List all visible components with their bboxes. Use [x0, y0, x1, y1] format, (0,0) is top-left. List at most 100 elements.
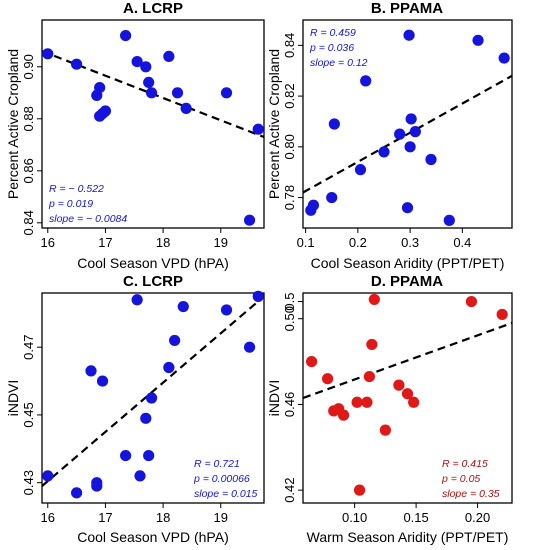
- data-point: [360, 75, 372, 87]
- x-axis-label: Warm Season Aridity (PPT/PET): [307, 529, 509, 545]
- stats-line: slope = 0.015: [194, 488, 258, 500]
- data-point: [306, 355, 318, 368]
- data-point: [393, 379, 405, 391]
- data-point: [351, 396, 363, 408]
- x-axis-label: Cool Season Aridity (PPT/PET): [311, 255, 505, 271]
- data-point: [70, 487, 83, 499]
- y-axis-label: Percent Active Cropland: [266, 49, 282, 199]
- data-point: [134, 470, 146, 482]
- data-point: [169, 334, 181, 347]
- stats-line: p = 0.05: [441, 473, 480, 485]
- plot-frame: [41, 19, 265, 229]
- data-point: [403, 29, 415, 41]
- data-point: [120, 29, 132, 42]
- stats-line: p = 0.036: [309, 42, 354, 54]
- x-tick-label: 17: [98, 510, 112, 525]
- data-point: [143, 76, 155, 88]
- data-point: [140, 61, 152, 73]
- x-tick-label: 19: [214, 510, 228, 525]
- data-point: [496, 308, 508, 321]
- y-axis-label: Percent Active Cropland: [5, 49, 21, 199]
- data-point: [337, 409, 350, 421]
- data-point: [379, 424, 391, 436]
- data-point: [96, 375, 109, 387]
- x-tick-label: 17: [98, 235, 112, 250]
- data-point: [408, 396, 420, 408]
- data-point: [328, 118, 340, 130]
- x-tick-label: 0.20: [465, 510, 490, 525]
- data-point: [42, 470, 54, 482]
- x-axis-label: Cool Season VPD (hPA): [77, 529, 228, 545]
- y-tick-label: 0.50: [282, 306, 297, 331]
- data-point: [145, 87, 158, 99]
- data-point: [70, 58, 83, 70]
- y-tick-label: 0.47: [21, 335, 36, 360]
- panel-c: C. LCRP Cool Season VPD (hPA) iNDVI 16 17 18 1…: [5, 273, 265, 545]
- data-point: [326, 191, 338, 204]
- data-point: [404, 141, 416, 153]
- y-tick-label: 0.84: [21, 210, 36, 235]
- x-tick-label: 0.10: [342, 510, 367, 525]
- data-point: [498, 52, 510, 64]
- data-point: [409, 126, 421, 138]
- y-tick-label: 0.45: [21, 402, 36, 427]
- x-axis-label: Cool Season VPD (hPA): [77, 255, 228, 271]
- stats-line: slope = 0.12: [310, 57, 368, 69]
- data-point: [177, 300, 189, 313]
- y-tick-label: 0.43: [21, 470, 36, 495]
- y-tick-label: 0.88: [21, 106, 36, 131]
- data-point: [131, 294, 143, 306]
- data-point: [145, 392, 158, 404]
- y-tick-label: 0.84: [282, 33, 297, 58]
- data-point: [243, 341, 256, 353]
- trend-line: [41, 295, 265, 487]
- panel-title: C. LCRP: [123, 273, 183, 290]
- trend-line: [302, 74, 513, 194]
- y-tick-label: 0.5: [282, 293, 297, 311]
- stats-line: R = 0.721: [194, 458, 240, 470]
- data-point: [252, 290, 264, 302]
- x-tick-label: 0.2: [349, 235, 367, 250]
- data-point: [94, 82, 106, 94]
- data-point: [361, 396, 373, 408]
- data-point: [91, 480, 103, 492]
- data-point: [252, 123, 264, 135]
- data-point: [368, 293, 380, 306]
- data-point: [353, 484, 366, 496]
- stats-line: slope = − 0.0084: [49, 213, 127, 225]
- data-point: [163, 361, 175, 374]
- data-point: [99, 105, 112, 117]
- plot-frame: [41, 292, 265, 504]
- y-tick-label: 0.82: [282, 83, 297, 108]
- data-point: [42, 48, 54, 60]
- x-tick-label: 0.4: [453, 235, 471, 250]
- x-tick-label: 18: [156, 235, 170, 250]
- data-point: [354, 164, 367, 176]
- data-point: [140, 412, 152, 424]
- data-point: [405, 113, 417, 125]
- data-point: [143, 449, 155, 462]
- x-tick-label: 0.1: [297, 235, 315, 250]
- data-point: [378, 146, 390, 158]
- x-tick-label: 18: [156, 510, 170, 525]
- data-point: [307, 199, 320, 211]
- data-point: [120, 449, 132, 462]
- stats-line: slope = 0.35: [442, 488, 500, 500]
- data-point: [243, 214, 256, 226]
- data-point: [220, 87, 233, 99]
- y-tick-label: 0.42: [282, 477, 297, 502]
- data-point: [465, 295, 478, 308]
- stats-line: R = 0.415: [442, 458, 488, 470]
- data-point: [425, 153, 437, 166]
- panel-title: D. PPAMA: [371, 273, 443, 290]
- panel-title: A. LCRP: [123, 0, 183, 17]
- y-axis-label: iNDVI: [266, 380, 282, 417]
- stats-line: p = 0.019: [48, 198, 93, 210]
- data-point: [443, 214, 455, 226]
- data-point: [363, 370, 375, 383]
- data-point: [171, 87, 184, 99]
- panel-b: B. PPAMA Cool Season Aridity (PPT/PET) Per…: [266, 0, 513, 271]
- data-point: [401, 388, 414, 400]
- panel-a: A. LCRP Cool Season VPD (hPA) Percent Acti…: [5, 0, 265, 271]
